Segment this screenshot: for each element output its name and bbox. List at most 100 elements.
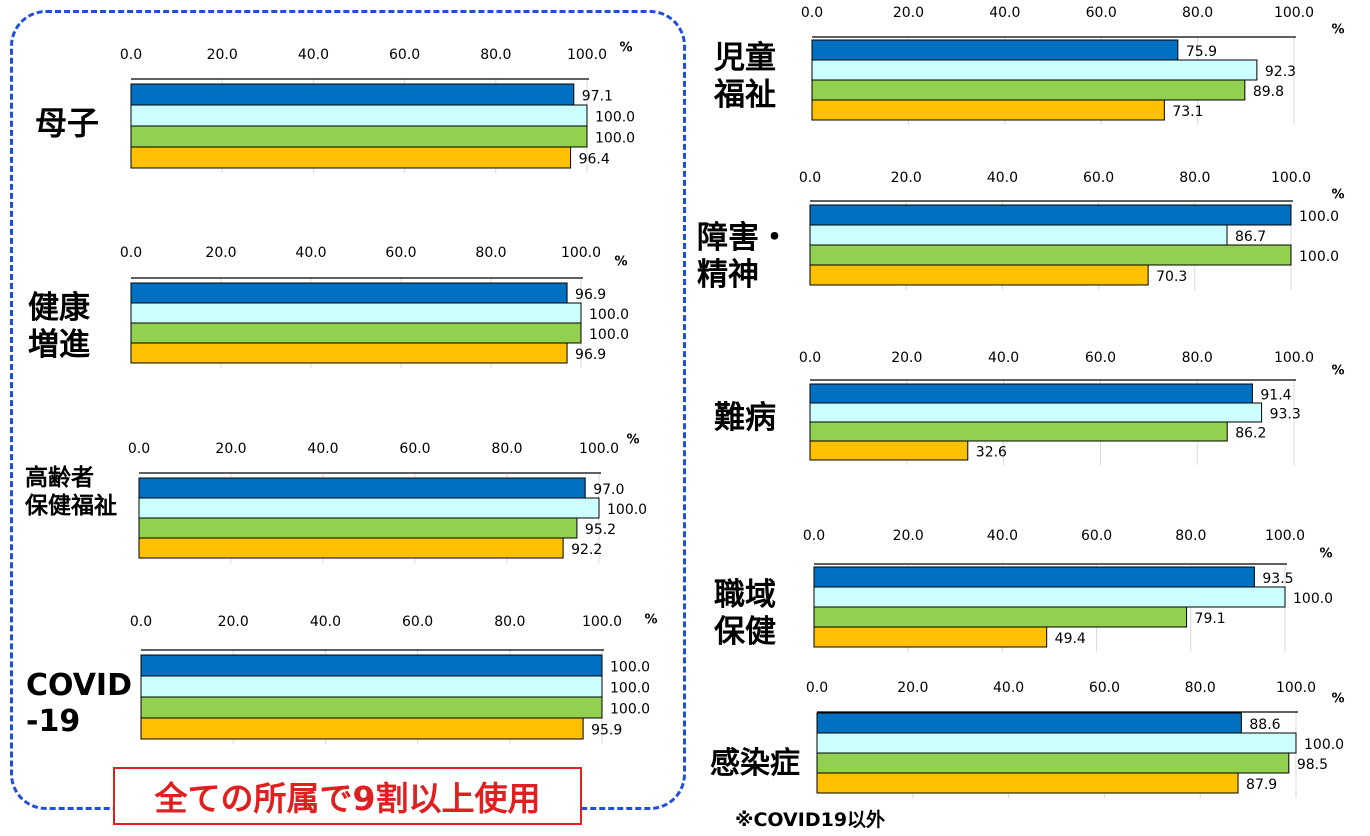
unit-label: %	[1331, 23, 1344, 38]
data-label: 100.0	[595, 110, 635, 126]
tick-label: 0.0	[806, 680, 828, 696]
tick-label: 20.0	[207, 47, 238, 63]
data-label: 98.5	[1297, 757, 1328, 773]
tick-label: 100.0	[582, 614, 622, 630]
data-label: 75.9	[1186, 44, 1217, 60]
bar	[811, 99, 1165, 121]
tick-label: 80.0	[494, 614, 525, 630]
tick-label: 100.0	[1276, 680, 1316, 696]
data-label: 87.9	[1246, 777, 1277, 793]
bar	[130, 342, 568, 364]
data-label: 79.1	[1195, 611, 1226, 627]
bar	[130, 146, 572, 169]
tick-label: 20.0	[891, 170, 922, 186]
unit-label: %	[1331, 364, 1344, 379]
bar	[816, 772, 1239, 794]
tick-label: 0.0	[803, 528, 825, 544]
data-label: 93.3	[1270, 407, 1301, 423]
category-label: 感染症	[710, 746, 800, 781]
tick-label: 60.0	[1083, 170, 1114, 186]
tick-label: 100.0	[1274, 350, 1314, 366]
tick-label: 40.0	[988, 350, 1019, 366]
tick-label: 60.0	[385, 245, 416, 261]
bar	[140, 717, 584, 740]
unit-label: %	[614, 255, 627, 270]
tick-label: 0.0	[120, 47, 142, 63]
category-label: 母子	[35, 104, 100, 142]
unit-label: %	[644, 613, 657, 628]
data-label: 97.0	[593, 482, 624, 498]
unit-label: %	[1331, 188, 1344, 203]
data-label: 100.0	[610, 681, 650, 697]
tick-label: 40.0	[993, 680, 1024, 696]
data-label: 49.4	[1055, 631, 1086, 647]
data-label: 100.0	[607, 502, 647, 518]
tick-label: 40.0	[295, 245, 326, 261]
data-label: 95.9	[591, 723, 622, 739]
tick-label: 20.0	[897, 680, 928, 696]
tick-label: 40.0	[298, 47, 329, 63]
tick-label: 40.0	[987, 528, 1018, 544]
bar	[816, 752, 1290, 774]
tick-label: 20.0	[893, 5, 924, 21]
data-label: 100.0	[1299, 209, 1339, 225]
tick-label: 80.0	[491, 441, 522, 457]
tick-label: 80.0	[1182, 5, 1213, 21]
tick-label: 0.0	[120, 245, 142, 261]
bar	[809, 440, 969, 461]
data-label: 70.3	[1156, 269, 1187, 285]
data-label: 100.0	[610, 660, 650, 676]
bar	[138, 537, 564, 559]
data-label: 93.5	[1262, 571, 1293, 587]
tick-label: 80.0	[480, 47, 511, 63]
tick-label: 40.0	[987, 170, 1018, 186]
data-label: 97.1	[582, 89, 613, 105]
category-label: 児童 福祉	[714, 40, 776, 114]
tick-label: 60.0	[1085, 350, 1116, 366]
tick-label: 100.0	[1271, 170, 1311, 186]
tick-label: 80.0	[475, 245, 506, 261]
data-label: 92.3	[1265, 64, 1296, 80]
category-label: 障害・ 精神	[697, 220, 790, 294]
category-label: 高齢者 保健福祉	[25, 465, 117, 519]
data-label: 88.6	[1249, 717, 1280, 733]
category-label: 健康 増進	[28, 290, 90, 364]
bar	[816, 712, 1242, 734]
bar	[813, 626, 1048, 648]
data-label: 32.6	[976, 445, 1007, 461]
category-label: COVID -19	[26, 668, 132, 739]
category-label: 難病	[714, 400, 776, 436]
data-label: 86.2	[1235, 426, 1266, 442]
tick-label: 0.0	[799, 350, 821, 366]
tick-label: 80.0	[1175, 528, 1206, 544]
data-label: 100.0	[1293, 591, 1333, 607]
data-label: 100.0	[1304, 737, 1344, 753]
callout-box: 全ての所属で9割以上使用	[113, 767, 582, 825]
data-label: 96.9	[575, 287, 606, 303]
tick-label: 100.0	[1265, 528, 1305, 544]
tick-label: 40.0	[310, 614, 341, 630]
data-label: 100.0	[589, 327, 629, 343]
tick-label: 20.0	[893, 528, 924, 544]
tick-label: 20.0	[215, 441, 246, 457]
tick-label: 60.0	[389, 47, 420, 63]
data-label: 100.0	[1299, 249, 1339, 265]
data-label: 100.0	[610, 702, 650, 718]
bar	[809, 421, 1228, 442]
unit-label: %	[619, 41, 632, 56]
tick-label: 0.0	[130, 614, 152, 630]
data-label: 89.8	[1253, 84, 1284, 100]
data-label: 100.0	[589, 307, 629, 323]
unit-label: %	[1319, 547, 1332, 562]
tick-label: 80.0	[1179, 170, 1210, 186]
tick-label: 80.0	[1185, 680, 1216, 696]
data-label: 95.2	[585, 522, 616, 538]
